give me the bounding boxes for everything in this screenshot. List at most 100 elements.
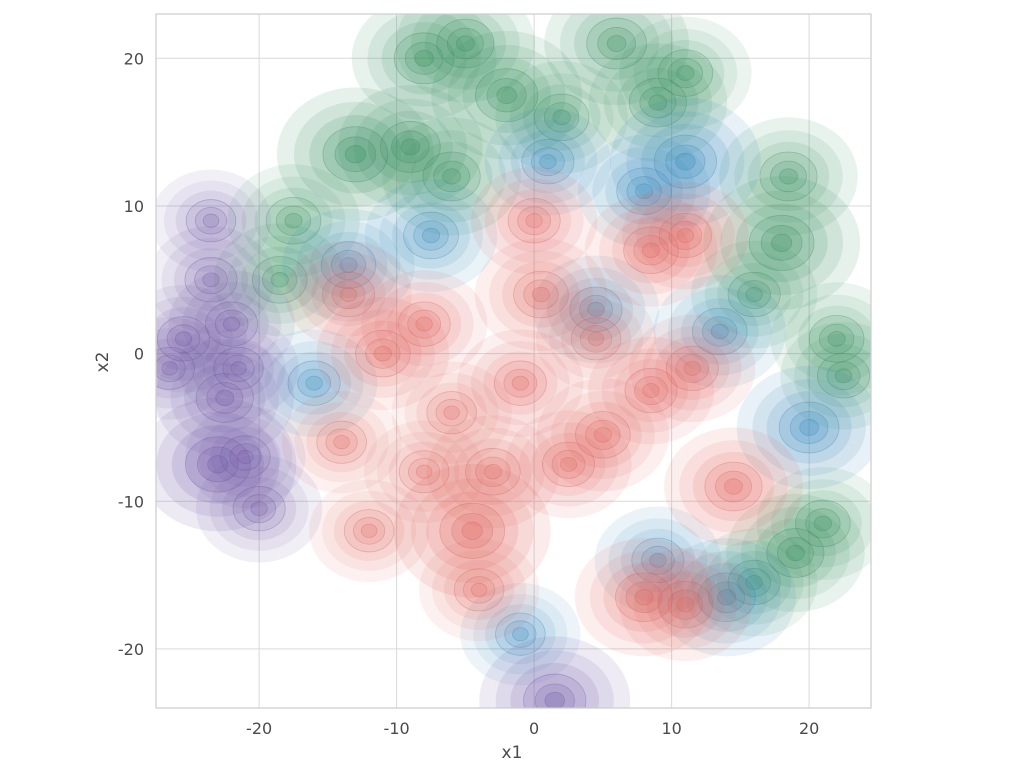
density-contour bbox=[461, 521, 483, 540]
density-contour bbox=[502, 261, 580, 328]
density-contour bbox=[156, 354, 186, 383]
density-contour bbox=[641, 242, 661, 259]
density-contour bbox=[353, 98, 468, 196]
density-contour bbox=[613, 358, 689, 423]
density-contour bbox=[784, 294, 871, 384]
density-contour bbox=[415, 464, 433, 479]
density-contour bbox=[697, 572, 756, 623]
density-contour bbox=[470, 166, 598, 275]
density-contour bbox=[426, 491, 519, 571]
density-contour bbox=[309, 114, 402, 194]
density-contour bbox=[473, 594, 568, 675]
density-contour bbox=[391, 361, 512, 464]
density-contour bbox=[748, 214, 815, 271]
density-contour bbox=[609, 97, 761, 226]
density-contour bbox=[741, 506, 850, 600]
x-axis-ticks: -20 -10 0 10 20 bbox=[246, 719, 819, 738]
density-contour bbox=[367, 110, 453, 184]
density-contour bbox=[818, 323, 855, 354]
density-contour bbox=[421, 227, 441, 244]
density-contour bbox=[519, 422, 618, 507]
density-contour bbox=[505, 410, 632, 519]
density-contour bbox=[364, 420, 485, 523]
density-contour bbox=[398, 450, 450, 494]
density-contour bbox=[433, 160, 471, 193]
density-contour bbox=[827, 331, 846, 347]
density-contour bbox=[254, 187, 333, 254]
density-contour bbox=[311, 262, 386, 327]
density-contour bbox=[413, 220, 449, 251]
density-contour bbox=[404, 41, 444, 75]
density-contour bbox=[195, 454, 323, 563]
density-contour bbox=[446, 27, 484, 60]
density-contour bbox=[634, 589, 654, 606]
density-contour bbox=[726, 493, 865, 613]
density-contour bbox=[156, 317, 230, 420]
density-contour bbox=[704, 252, 804, 337]
density-contour bbox=[575, 411, 631, 459]
density-contour bbox=[457, 329, 584, 437]
density-contour bbox=[641, 123, 730, 200]
density-contour bbox=[601, 348, 701, 433]
density-contour bbox=[407, 309, 442, 339]
density-contour bbox=[156, 169, 272, 272]
density-contour bbox=[619, 16, 752, 130]
density-contour bbox=[206, 382, 244, 414]
density-contour bbox=[210, 426, 281, 488]
density-contour bbox=[242, 494, 277, 524]
density-contour bbox=[612, 217, 690, 284]
density-contour bbox=[156, 225, 275, 334]
density-contour bbox=[676, 596, 695, 613]
density-contour bbox=[648, 203, 723, 268]
density-contour bbox=[262, 264, 298, 295]
density-contour bbox=[754, 518, 837, 588]
density-contour bbox=[170, 351, 280, 445]
density-contour bbox=[794, 333, 871, 418]
density-contour bbox=[408, 457, 441, 486]
density-contour bbox=[588, 43, 728, 162]
density-contour bbox=[570, 317, 622, 361]
density-contour bbox=[724, 478, 743, 495]
density-contour bbox=[780, 321, 871, 430]
density-contour bbox=[544, 14, 690, 106]
density-contour bbox=[509, 73, 614, 162]
density-contour bbox=[495, 612, 546, 656]
density-contour bbox=[495, 650, 614, 708]
density-contour bbox=[250, 329, 378, 437]
density-contour bbox=[498, 119, 598, 204]
density-contour bbox=[704, 461, 763, 512]
density-contour bbox=[173, 248, 249, 312]
density-contour bbox=[489, 250, 593, 339]
density-contour bbox=[309, 479, 430, 583]
density-contour bbox=[771, 479, 871, 568]
density-contour bbox=[702, 316, 738, 347]
density-contour bbox=[207, 455, 229, 474]
density-contour bbox=[683, 360, 701, 376]
x-axis-label: x1 bbox=[502, 743, 523, 763]
y-tick-label: -10 bbox=[118, 492, 144, 511]
density-contour bbox=[422, 151, 481, 202]
density-contour bbox=[523, 673, 587, 708]
density-contour bbox=[657, 49, 714, 97]
density-contour bbox=[343, 509, 395, 553]
density-contour bbox=[797, 305, 871, 372]
density-contour bbox=[392, 202, 470, 269]
density-contour bbox=[548, 298, 644, 379]
density-contour bbox=[675, 152, 696, 171]
density-contour bbox=[171, 425, 264, 504]
density-contour bbox=[343, 320, 422, 387]
density-contour bbox=[294, 402, 389, 483]
density-contour bbox=[760, 225, 803, 261]
density-contour bbox=[185, 405, 306, 509]
y-axis-label: x2 bbox=[93, 352, 113, 373]
density-contour bbox=[692, 451, 775, 522]
density-contour bbox=[817, 353, 870, 399]
y-tick-label: -20 bbox=[118, 640, 144, 659]
density-contour bbox=[756, 466, 871, 580]
density-contour bbox=[220, 435, 271, 479]
density-contour bbox=[483, 351, 558, 415]
density-contour bbox=[634, 376, 668, 405]
density-contour bbox=[156, 307, 221, 371]
density-contour bbox=[237, 449, 254, 465]
density-contour bbox=[330, 249, 367, 281]
